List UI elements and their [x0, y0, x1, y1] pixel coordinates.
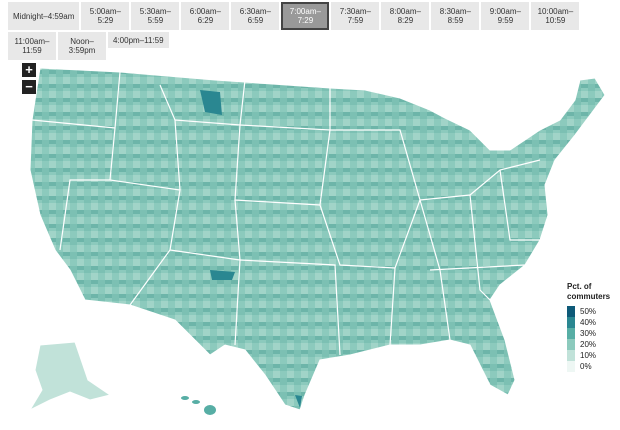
legend-item: 30%	[567, 328, 617, 339]
dark-spot	[200, 90, 302, 408]
legend-item: 50%	[567, 306, 617, 317]
time-button[interactable]: 6:30am–6:59	[231, 2, 280, 30]
time-button[interactable]: 9:00am–9:59	[481, 2, 530, 30]
legend-item: 0%	[567, 361, 617, 372]
legend-item: 10%	[567, 350, 617, 361]
legend: Pct. of commuters 50% 40% 30% 20% 10% 0%	[567, 282, 617, 372]
time-button[interactable]: 4:00pm–11:59	[108, 32, 169, 48]
legend-label: 0%	[580, 362, 592, 371]
alaska	[28, 341, 112, 412]
legend-swatch	[567, 317, 575, 328]
legend-label: 20%	[580, 340, 597, 349]
time-button[interactable]: 6:00am–6:29	[181, 2, 230, 30]
legend-label: 10%	[580, 351, 597, 360]
time-button[interactable]: 5:00am–5:29	[81, 2, 130, 30]
legend-item: 40%	[567, 317, 617, 328]
legend-label: 50%	[580, 307, 597, 316]
zoom-in[interactable]: +	[22, 63, 36, 77]
time-button[interactable]: 7:30am–7:59	[331, 2, 380, 30]
legend-swatch	[567, 339, 575, 350]
legend-swatch	[567, 350, 575, 361]
time-button[interactable]: Noon–3:59pm	[58, 32, 106, 60]
legend-label: 30%	[580, 329, 597, 338]
legend-item: 20%	[567, 339, 617, 350]
us-mainland	[29, 67, 606, 411]
legend-swatch	[567, 328, 575, 339]
time-button[interactable]: 5:30am–5:59	[131, 2, 180, 30]
legend-title: Pct. of commuters	[567, 282, 611, 301]
legend-label: 40%	[580, 318, 597, 327]
time-button[interactable]: 10:00am–10:59	[531, 2, 580, 30]
time-button[interactable]: 7:00am–7:29	[281, 2, 330, 30]
time-button[interactable]: Midnight–4:59am	[8, 2, 80, 30]
hawaii	[181, 396, 216, 415]
time-button[interactable]: 8:30am–8:59	[431, 2, 480, 30]
legend-swatch	[567, 306, 575, 317]
legend-items: 50% 40% 30% 20% 10% 0%	[567, 306, 617, 372]
state-borders	[31, 71, 541, 356]
zoom-out[interactable]: −	[22, 80, 36, 94]
time-button[interactable]: 8:00am–8:29	[381, 2, 430, 30]
time-selector: Midnight–4:59am 5:00am–5:29 5:30am–5:59 6:0…	[8, 2, 594, 60]
time-button[interactable]: 11:00am–11:59	[8, 32, 56, 60]
legend-swatch	[567, 361, 575, 372]
